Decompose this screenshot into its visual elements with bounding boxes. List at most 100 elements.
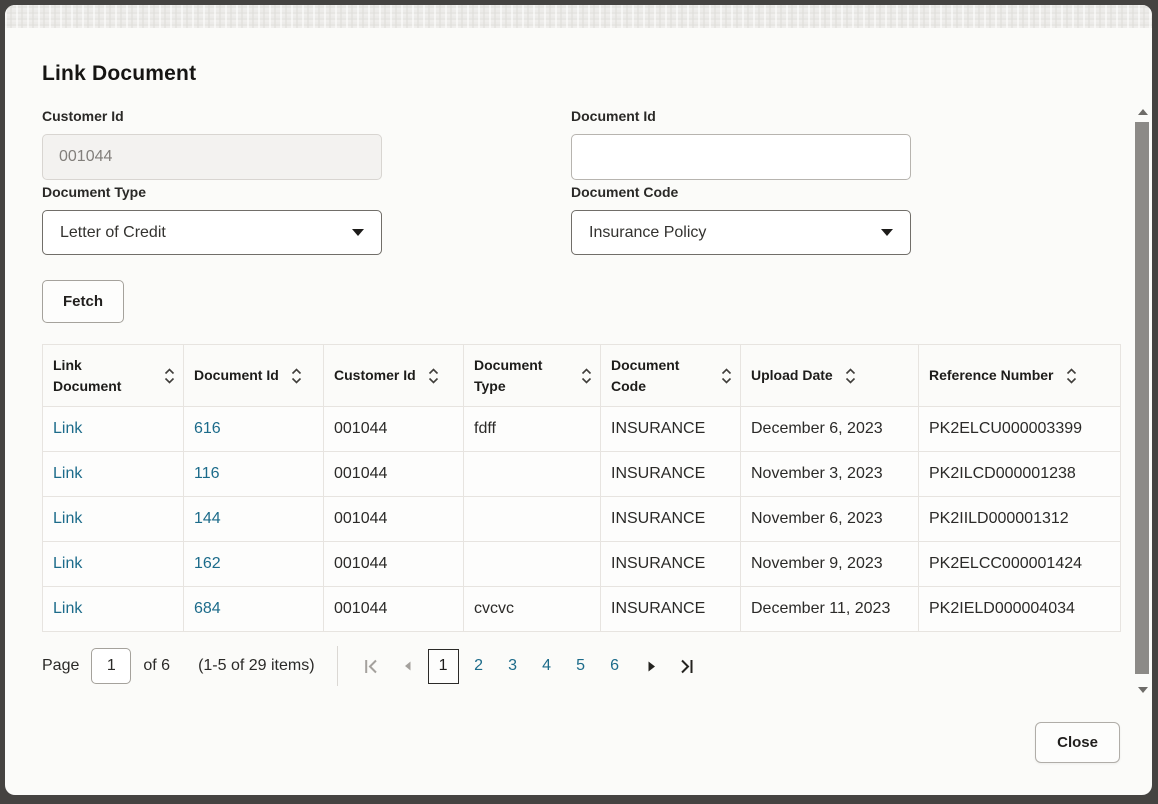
- sort-icon[interactable]: [164, 367, 175, 385]
- column-header-upload-date: Upload Date: [740, 344, 919, 407]
- column-header-link-document: Link Document: [42, 344, 184, 407]
- link-document-link[interactable]: Link: [42, 451, 184, 497]
- page-number-link[interactable]: 5: [576, 657, 585, 674]
- column-header-document-type: Document Type: [463, 344, 601, 407]
- table-row: Link 684 001044 cvcvc INSURANCE December…: [42, 586, 1121, 632]
- column-header-reference-number: Reference Number: [918, 344, 1121, 407]
- first-page-button[interactable]: [356, 649, 388, 683]
- documents-table: Link Document Document Id Customer Id Do…: [42, 344, 1121, 632]
- document-code-field: Document Code Insurance Policy: [571, 184, 911, 255]
- caret-down-icon: [881, 229, 893, 236]
- document-code-cell: INSURANCE: [600, 586, 741, 632]
- page-number-current[interactable]: 1: [427, 648, 459, 684]
- fetch-button[interactable]: Fetch: [42, 280, 125, 323]
- document-id-label: Document Id: [571, 108, 656, 124]
- previous-page-button[interactable]: [392, 649, 424, 683]
- last-page-button[interactable]: [671, 649, 703, 683]
- dialog-footer: Close: [42, 722, 1120, 763]
- upload-date-cell: December 11, 2023: [740, 586, 919, 632]
- sort-icon[interactable]: [581, 367, 592, 385]
- reference-number-cell: PK2IILD000001312: [918, 496, 1121, 542]
- column-header-document-code: Document Code: [600, 344, 741, 407]
- reference-number-cell: PK2ELCU000003399: [918, 406, 1121, 452]
- dialog-title: Link Document: [42, 62, 197, 85]
- table-header-row: Link Document Document Id Customer Id Do…: [42, 344, 1121, 407]
- document-code-cell: INSURANCE: [600, 541, 741, 587]
- page-of-label: of 6: [143, 657, 171, 674]
- triangle-left-icon: [404, 661, 411, 671]
- sort-icon[interactable]: [291, 367, 302, 385]
- document-type-cell: [463, 451, 601, 497]
- document-id-link[interactable]: 162: [183, 541, 324, 587]
- page-number-link[interactable]: 3: [508, 657, 517, 674]
- document-type-label: Document Type: [42, 184, 146, 200]
- vertical-scrollbar: [1135, 5, 1151, 795]
- customer-id-cell: 001044: [323, 586, 464, 632]
- reference-number-cell: PK2ILCD000001238: [918, 451, 1121, 497]
- scrollbar-thumb[interactable]: [1135, 122, 1149, 674]
- document-type-select[interactable]: Letter of Credit: [42, 210, 382, 255]
- customer-id-cell: 001044: [323, 406, 464, 452]
- sort-icon[interactable]: [721, 367, 732, 385]
- link-document-link[interactable]: Link: [42, 586, 184, 632]
- column-header-document-id: Document Id: [183, 344, 324, 407]
- customer-id-field: Customer Id: [42, 108, 382, 180]
- document-code-label: Document Code: [571, 184, 679, 200]
- sort-icon[interactable]: [428, 367, 439, 385]
- document-type-cell: [463, 541, 601, 587]
- modal-body: Link Document Customer Id Document Id Do…: [5, 61, 1152, 795]
- document-code-cell: INSURANCE: [600, 451, 741, 497]
- link-document-link[interactable]: Link: [42, 541, 184, 587]
- upload-date-cell: November 9, 2023: [740, 541, 919, 587]
- link-document-link[interactable]: Link: [42, 496, 184, 542]
- sort-icon[interactable]: [1066, 367, 1077, 385]
- link-document-link[interactable]: Link: [42, 406, 184, 452]
- table-row: Link 116 001044 INSURANCE November 3, 20…: [42, 451, 1121, 497]
- scroll-up-icon[interactable]: [1138, 109, 1148, 115]
- document-type-cell: fdff: [463, 406, 601, 452]
- customer-id-input[interactable]: [42, 134, 382, 180]
- document-type-value: Letter of Credit: [60, 223, 166, 241]
- customer-id-cell: 001044: [323, 541, 464, 587]
- link-document-modal: Link Document Customer Id Document Id Do…: [5, 5, 1152, 795]
- bar-chevron-left-icon: [365, 659, 377, 673]
- document-type-cell: [463, 496, 601, 542]
- pagination-bar: Page of 6 (1-5 of 29 items) 1 2 3 4 5 6: [42, 646, 1115, 686]
- upload-date-cell: November 3, 2023: [740, 451, 919, 497]
- document-code-cell: INSURANCE: [600, 406, 741, 452]
- page-label: Page: [42, 657, 80, 674]
- document-id-link[interactable]: 116: [183, 451, 324, 497]
- page-number-input[interactable]: [91, 648, 132, 684]
- document-id-input[interactable]: [571, 134, 911, 180]
- document-id-link[interactable]: 616: [183, 406, 324, 452]
- document-code-select[interactable]: Insurance Policy: [571, 210, 911, 255]
- table-row: Link 616 001044 fdff INSURANCE December …: [42, 406, 1121, 452]
- pagination-divider: [336, 646, 338, 686]
- chevron-right-bar-icon: [681, 659, 693, 673]
- table-row: Link 162 001044 INSURANCE November 9, 20…: [42, 541, 1121, 587]
- reference-number-cell: PK2ELCC000001424: [918, 541, 1121, 587]
- column-header-customer-id: Customer Id: [323, 344, 464, 407]
- next-page-button[interactable]: [635, 649, 667, 683]
- document-id-link[interactable]: 144: [183, 496, 324, 542]
- customer-id-cell: 001044: [323, 496, 464, 542]
- upload-date-cell: November 6, 2023: [740, 496, 919, 542]
- upload-date-cell: December 6, 2023: [740, 406, 919, 452]
- page-number-link[interactable]: 6: [610, 657, 619, 674]
- background-page-texture: [5, 5, 1152, 28]
- search-form: Customer Id Document Id Document Type Le…: [42, 108, 911, 255]
- document-code-value: Insurance Policy: [589, 223, 707, 241]
- document-type-field: Document Type Letter of Credit: [42, 184, 382, 255]
- sort-icon[interactable]: [845, 367, 856, 385]
- caret-down-icon: [352, 229, 364, 236]
- page-number-link[interactable]: 2: [474, 657, 483, 674]
- reference-number-cell: PK2IELD000004034: [918, 586, 1121, 632]
- document-type-cell: cvcvc: [463, 586, 601, 632]
- page-number-link[interactable]: 4: [542, 657, 551, 674]
- close-button[interactable]: Close: [1035, 722, 1120, 763]
- document-id-link[interactable]: 684: [183, 586, 324, 632]
- triangle-right-icon: [648, 661, 655, 671]
- scroll-down-icon[interactable]: [1138, 687, 1148, 693]
- document-id-field: Document Id: [571, 108, 911, 180]
